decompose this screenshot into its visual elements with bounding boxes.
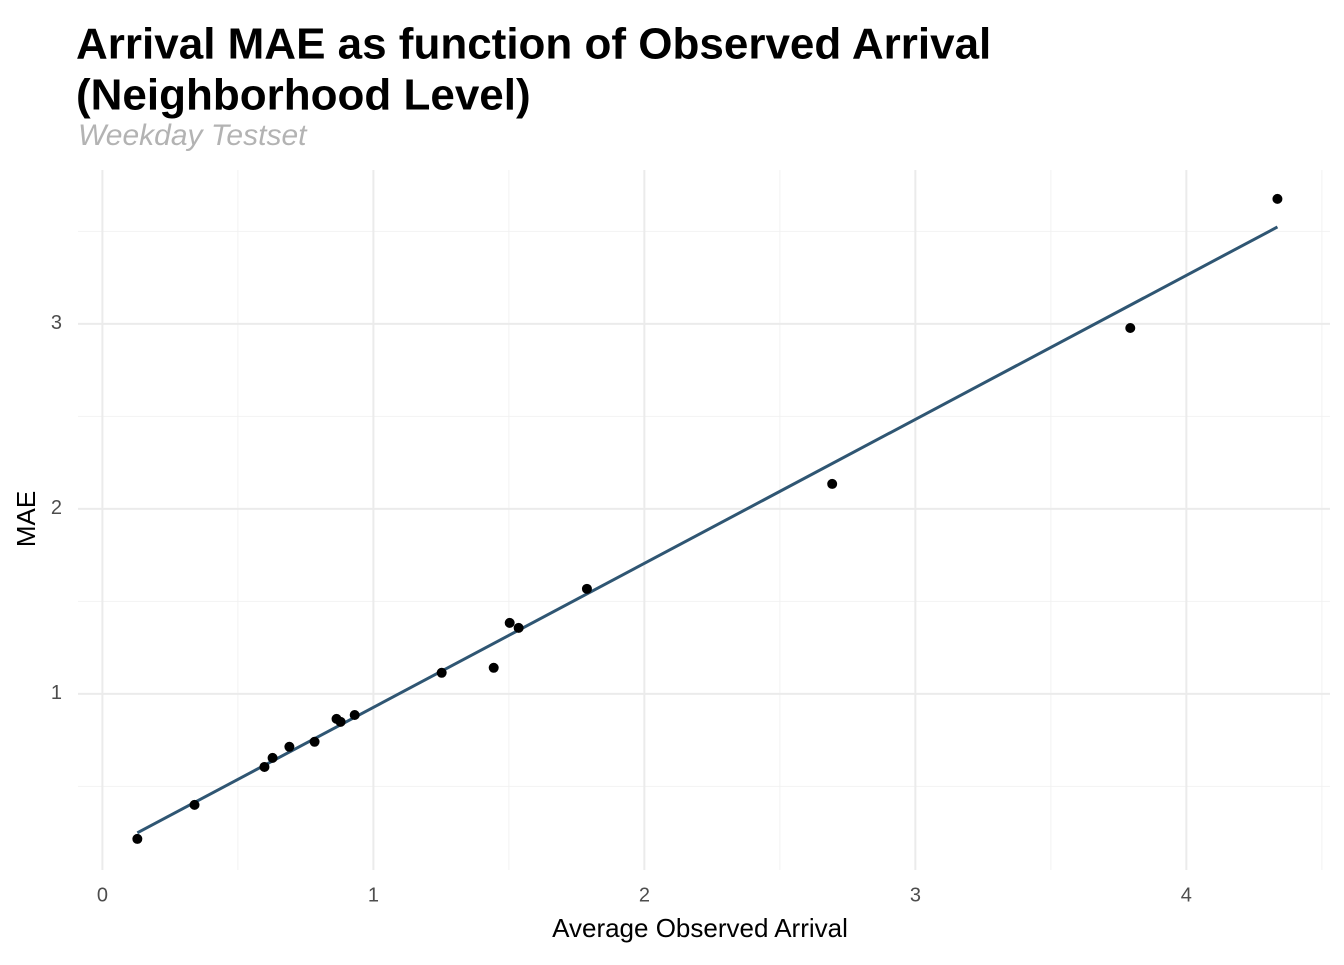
x-tick-label: 2 bbox=[639, 884, 650, 906]
point bbox=[189, 799, 200, 810]
x-tick-label: 3 bbox=[910, 884, 921, 906]
point bbox=[1125, 322, 1136, 333]
point bbox=[488, 662, 499, 673]
chart-title: Arrival MAE as function of Observed Arri… bbox=[76, 20, 991, 69]
point bbox=[132, 833, 143, 844]
point bbox=[513, 622, 524, 633]
fit-line bbox=[136, 225, 1279, 835]
point bbox=[349, 709, 360, 720]
point bbox=[827, 478, 838, 489]
y-tick-label: 3 bbox=[51, 312, 62, 334]
point bbox=[284, 741, 295, 752]
point bbox=[1272, 193, 1283, 204]
point bbox=[335, 716, 346, 727]
x-tick-label: 1 bbox=[368, 884, 379, 906]
y-axis-label: MAE bbox=[11, 491, 41, 547]
point bbox=[309, 736, 320, 747]
point bbox=[259, 761, 270, 772]
y-tick-label: 1 bbox=[51, 682, 62, 704]
y-tick-label: 2 bbox=[51, 497, 62, 519]
point bbox=[436, 667, 447, 678]
chart-subtitle: Weekday Testset bbox=[78, 119, 308, 152]
x-tick-label: 4 bbox=[1181, 884, 1192, 906]
point bbox=[504, 617, 515, 628]
chart-title: (Neighborhood Level) bbox=[76, 71, 531, 120]
point bbox=[267, 752, 278, 763]
x-axis-label: Average Observed Arrival bbox=[552, 913, 848, 943]
point bbox=[581, 583, 592, 594]
x-tick-label: 0 bbox=[97, 884, 108, 906]
